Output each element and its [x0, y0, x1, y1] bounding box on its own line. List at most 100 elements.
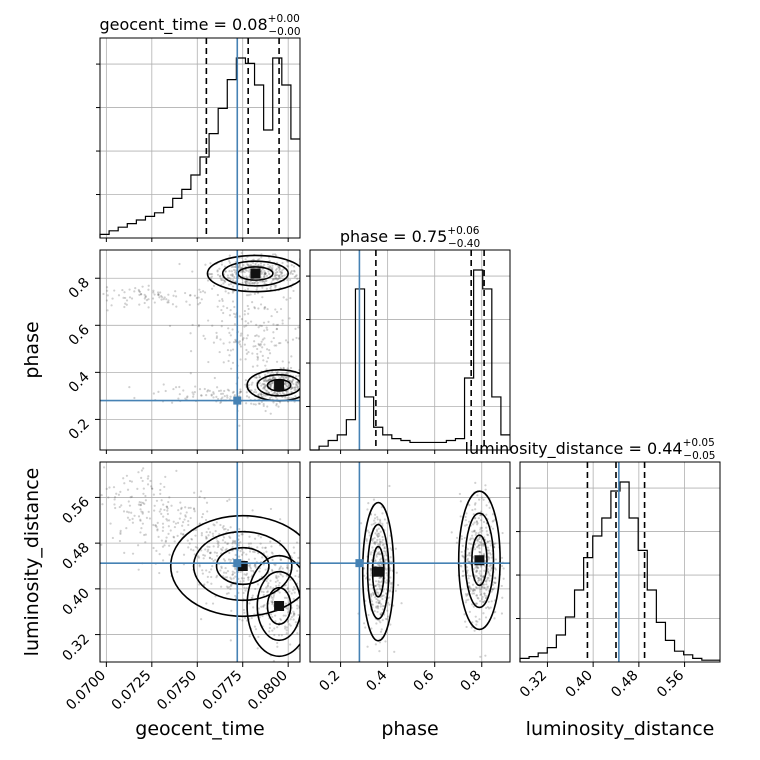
sample-point	[468, 552, 471, 555]
sample-point	[178, 262, 181, 266]
sample-point	[460, 537, 464, 541]
sample-point	[484, 579, 487, 582]
sample-point	[225, 571, 228, 574]
sample-point	[271, 629, 274, 632]
sample-point	[145, 299, 149, 302]
sample-point	[159, 291, 162, 294]
sample-point	[153, 504, 156, 507]
sample-point	[141, 285, 144, 288]
sample-point	[256, 282, 259, 285]
sample-point	[234, 265, 237, 269]
sample-point	[91, 448, 93, 450]
sample-point	[487, 577, 490, 580]
sample-point	[193, 391, 196, 394]
sample-point	[180, 506, 183, 509]
sample-point	[493, 576, 497, 579]
sample-point	[276, 579, 279, 582]
sample-point	[485, 526, 488, 529]
sample-point	[379, 553, 382, 556]
sample-point	[316, 614, 318, 616]
sample-point	[293, 388, 296, 392]
sample-point	[274, 277, 277, 280]
density-contour	[169, 514, 300, 618]
sample-point	[221, 278, 224, 282]
sample-point	[227, 292, 230, 295]
sample-point	[378, 564, 381, 567]
sample-point	[247, 578, 250, 581]
sample-point	[275, 271, 278, 274]
sample-point	[166, 507, 169, 510]
sample-point	[297, 575, 300, 578]
sample-point	[247, 307, 250, 311]
sample-point	[303, 612, 305, 614]
sample-point	[255, 288, 258, 291]
sample-point	[266, 585, 269, 588]
sample-point	[178, 517, 181, 520]
sample-point	[289, 296, 292, 300]
sample-point	[488, 549, 491, 552]
sample-point	[175, 469, 178, 472]
2d-panel-geocent_time-luminosity_distance	[91, 448, 318, 663]
sample-point	[254, 587, 257, 591]
sample-point	[281, 261, 284, 265]
sample-point	[100, 543, 103, 546]
sample-point	[216, 397, 220, 401]
sample-point	[490, 600, 493, 603]
sample-point	[125, 510, 129, 513]
sample-point	[210, 394, 213, 397]
sample-point	[471, 589, 475, 592]
sample-point	[126, 488, 130, 491]
sample-point	[123, 551, 126, 554]
sample-point	[305, 597, 307, 599]
sample-point	[212, 391, 215, 394]
sample-point	[375, 541, 378, 544]
sample-point	[469, 586, 472, 589]
sample-point	[216, 540, 219, 543]
sample-point	[285, 626, 289, 629]
sample-point	[261, 271, 264, 274]
sample-point	[128, 479, 132, 483]
sample-point	[125, 527, 128, 530]
sample-point	[389, 589, 392, 592]
sample-point	[192, 393, 195, 396]
sample-point	[286, 371, 289, 374]
sample-point	[471, 534, 474, 537]
sample-point	[472, 588, 475, 591]
sample-point	[493, 542, 496, 545]
sample-point	[500, 584, 503, 588]
sample-point	[483, 583, 486, 586]
sample-point	[211, 324, 214, 327]
sample-point	[286, 378, 290, 381]
sample-point	[164, 539, 168, 542]
sample-point	[386, 579, 389, 582]
sample-point	[157, 535, 160, 538]
sample-point	[476, 569, 479, 573]
sample-point	[283, 393, 286, 396]
sample-point	[100, 493, 103, 497]
sample-point	[263, 388, 266, 391]
sample-point	[306, 559, 308, 561]
sample-point	[272, 596, 275, 599]
sample-point	[174, 290, 177, 293]
sample-point	[264, 379, 267, 382]
sample-point	[271, 381, 274, 384]
sample-point	[269, 287, 272, 290]
sample-point	[239, 390, 242, 393]
sample-point	[263, 282, 266, 285]
sample-point	[275, 577, 278, 580]
sample-point	[212, 392, 215, 395]
2d-panel-phase-luminosity_distance	[309, 461, 511, 663]
sample-point	[231, 279, 235, 282]
sample-point	[273, 627, 276, 630]
sample-point	[53, 304, 55, 306]
x-tick-label: 0.0800	[245, 668, 291, 714]
sample-point	[379, 576, 382, 579]
sample-point	[231, 300, 235, 303]
sample-point	[266, 590, 269, 594]
sample-point	[142, 487, 145, 490]
sample-point	[288, 317, 291, 320]
sample-point	[229, 587, 232, 591]
sample-point	[263, 343, 266, 346]
sample-point	[254, 566, 257, 569]
sample-point	[291, 386, 294, 389]
